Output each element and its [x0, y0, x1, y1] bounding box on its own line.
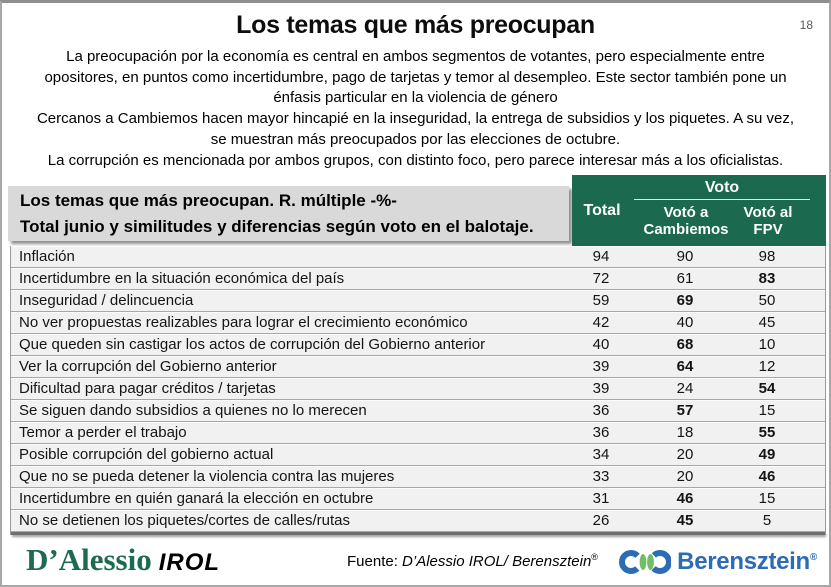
row-total: 36	[592, 402, 610, 419]
row-cambiemos: 61	[676, 270, 694, 287]
dalessio-irol-logo: D’Alessio IROL	[26, 542, 220, 578]
intro-text: La preocupación por la economía es centr…	[10, 47, 821, 171]
row-fpv: 55	[758, 424, 776, 441]
row-fpv: 46	[758, 468, 776, 485]
row-cambiemos: 20	[676, 468, 694, 485]
row-fpv: 50	[758, 292, 776, 309]
table-row: Se siguen dando subsidios a quienes no l…	[11, 400, 825, 422]
row-fpv: 5	[762, 512, 772, 529]
row-label: Inflación	[19, 248, 75, 265]
table-row: Inflación 94 90 98	[11, 246, 825, 268]
dalessio-logo-text: D’Alessio	[26, 542, 152, 577]
berensztein-logo-text: Berensztein®	[677, 548, 817, 575]
row-cambiemos: 45	[676, 512, 694, 529]
table-row: No se detienen los piquetes/cortes de ca…	[11, 510, 825, 532]
data-table: Inflación 94 90 98 Incertidumbre en la s…	[10, 246, 826, 535]
row-cambiemos: 57	[676, 402, 694, 419]
row-fpv: 83	[758, 270, 776, 287]
column-header-fpv: Votó al FPV	[743, 203, 793, 238]
table-header-band: Los temas que más preocupan. R. múltiple…	[8, 175, 826, 246]
row-total: 31	[592, 490, 610, 507]
row-label: Dificultad para pagar créditos / tarjeta…	[19, 380, 276, 397]
table-caption-box: Los temas que más preocupan. R. múltiple…	[8, 186, 569, 241]
table-row: Ver la corrupción del Gobierno anterior …	[11, 356, 825, 378]
row-label: Incertidumbre en quién ganará la elecció…	[19, 490, 374, 507]
row-label: Se siguen dando subsidios a quienes no l…	[19, 402, 367, 419]
page-title: Los temas que más preocupan	[236, 11, 595, 39]
berensztein-logo: Berensztein®	[619, 546, 817, 578]
intro-paragraph-3: La corrupción es mencionada por ambos gr…	[47, 151, 784, 169]
row-total: 39	[592, 380, 610, 397]
row-total: 59	[592, 292, 610, 309]
source-prefix: Fuente:	[347, 553, 403, 570]
berensztein-icon	[619, 550, 672, 574]
table-row: Que queden sin castigar los actos de cor…	[11, 334, 825, 356]
row-total: 39	[592, 358, 610, 375]
row-total: 72	[592, 270, 610, 287]
row-label: No ver propuestas realizables para logra…	[19, 314, 468, 331]
row-cambiemos: 24	[676, 380, 694, 397]
vote-column-header: Total Voto Votó a Cambiemos Votó al FPV	[572, 175, 826, 246]
table-row: No ver propuestas realizables para logra…	[11, 312, 825, 334]
row-fpv: 10	[758, 336, 776, 353]
source-text: D’Alessio IROL/ Berensztein	[402, 553, 592, 570]
row-cambiemos: 69	[676, 292, 694, 309]
row-cambiemos: 20	[676, 446, 694, 463]
table-row: Que no se pueda detener la violencia con…	[11, 466, 825, 488]
table-row: Inseguridad / delincuencia 59 69 50	[11, 290, 825, 312]
source-registered-mark: ®	[591, 552, 598, 562]
row-cambiemos: 64	[676, 358, 694, 375]
row-fpv: 15	[758, 402, 776, 419]
row-total: 36	[592, 424, 610, 441]
table-row: Dificultad para pagar créditos / tarjeta…	[11, 378, 825, 400]
table-caption-line1: Los temas que más preocupan. R. múltiple…	[20, 191, 397, 210]
irol-logo-text: IROL	[158, 549, 221, 576]
table-bottom-border	[11, 532, 825, 535]
row-cambiemos: 18	[676, 424, 694, 441]
row-total: 26	[592, 512, 610, 529]
row-cambiemos: 68	[676, 336, 694, 353]
row-label: No se detienen los piquetes/cortes de ca…	[19, 512, 351, 529]
row-total: 33	[592, 468, 610, 485]
row-label: Que no se pueda detener la violencia con…	[19, 468, 395, 485]
row-fpv: 49	[758, 446, 776, 463]
row-fpv: 54	[758, 380, 776, 397]
row-label: Que queden sin castigar los actos de cor…	[19, 336, 486, 353]
row-label: Temor a perder el trabajo	[19, 424, 187, 441]
row-label: Incertidumbre en la situación económica …	[19, 270, 345, 287]
table-row: Incertidumbre en la situación económica …	[11, 268, 825, 290]
row-fpv: 45	[758, 314, 776, 331]
column-header-total: Total	[583, 201, 621, 219]
row-total: 42	[592, 314, 610, 331]
row-total: 40	[592, 336, 610, 353]
table-row: Incertidumbre en quién ganará la elecció…	[11, 488, 825, 510]
row-cambiemos: 46	[676, 490, 694, 507]
row-total: 34	[592, 446, 610, 463]
table-body: Inflación 94 90 98 Incertidumbre en la s…	[11, 246, 825, 532]
table-row: Posible corrupción del gobierno actual 3…	[11, 444, 825, 466]
footer: D’Alessio IROL Fuente: D’Alessio IROL/ Be…	[2, 538, 829, 585]
column-header-cambiemos: Votó a Cambiemos	[643, 203, 729, 238]
intro-paragraph-1: La preocupación por la economía es centr…	[44, 48, 787, 107]
row-fpv: 12	[758, 358, 776, 375]
berensztein-registered-mark: ®	[809, 552, 817, 563]
column-group-voto: Voto	[634, 175, 810, 200]
row-total: 94	[592, 248, 610, 265]
row-fpv: 98	[758, 248, 776, 265]
row-label: Ver la corrupción del Gobierno anterior	[19, 358, 277, 375]
table-caption-line2: Total junio y similitudes y diferencias …	[20, 217, 534, 236]
intro-paragraph-2: Cercanos a Cambiemos hacen mayor hincapi…	[36, 110, 795, 148]
row-fpv: 15	[758, 490, 776, 507]
row-cambiemos: 90	[676, 248, 694, 265]
table-row: Temor a perder el trabajo 36 18 55	[11, 422, 825, 444]
source-line: Fuente: D’Alessio IROL/ Berensztein®	[347, 552, 598, 570]
row-label: Inseguridad / delincuencia	[19, 292, 194, 309]
page-number: 18	[799, 18, 813, 32]
row-cambiemos: 40	[676, 314, 694, 331]
row-label: Posible corrupción del gobierno actual	[19, 446, 274, 463]
